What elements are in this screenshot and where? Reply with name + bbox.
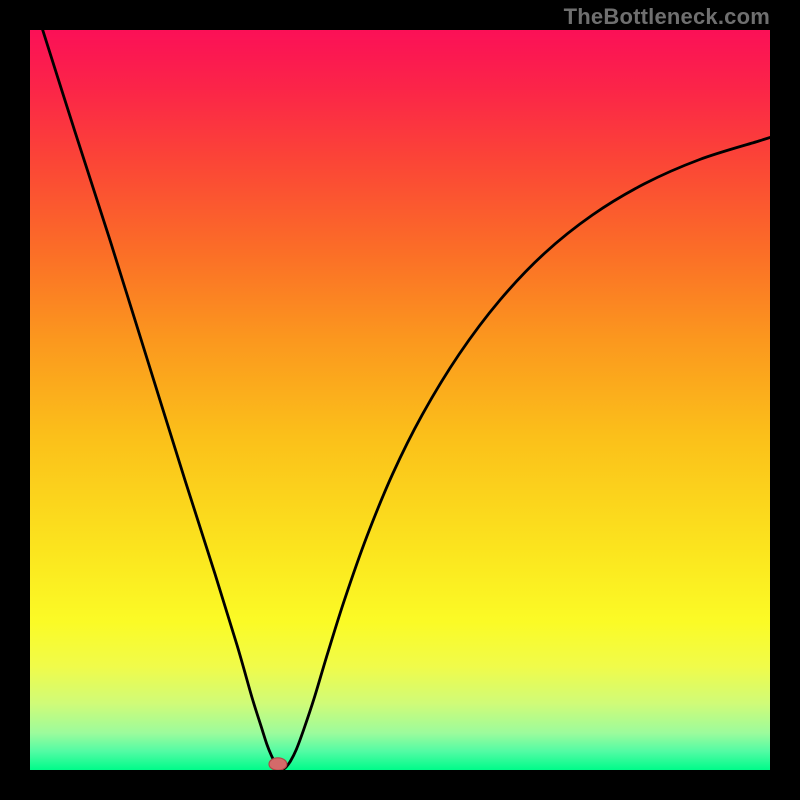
minimum-marker (269, 758, 287, 770)
plot-area (30, 30, 770, 770)
watermark-text: TheBottleneck.com (564, 4, 770, 30)
stage: TheBottleneck.com (0, 0, 800, 800)
bottleneck-curve (40, 30, 770, 770)
curve-layer (30, 30, 770, 770)
